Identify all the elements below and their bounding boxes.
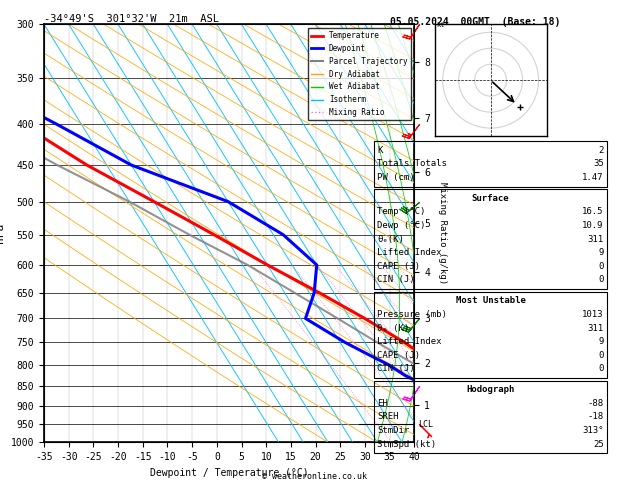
Text: Totals Totals: Totals Totals (377, 159, 447, 168)
Text: Pressure (mb): Pressure (mb) (377, 310, 447, 319)
Text: -88: -88 (587, 399, 604, 408)
Text: LCL: LCL (418, 420, 433, 429)
Y-axis label: Mixing Ratio (g/kg): Mixing Ratio (g/kg) (438, 182, 447, 284)
Text: StmSpd (kt): StmSpd (kt) (377, 440, 437, 449)
Legend: Temperature, Dewpoint, Parcel Trajectory, Dry Adiabat, Wet Adiabat, Isotherm, Mi: Temperature, Dewpoint, Parcel Trajectory… (308, 28, 411, 120)
Text: Hodograph: Hodograph (467, 385, 515, 394)
Text: EH: EH (377, 399, 388, 408)
Text: 311: 311 (587, 235, 604, 243)
Text: 0: 0 (598, 364, 604, 373)
Text: 25: 25 (593, 440, 604, 449)
Text: CAPE (J): CAPE (J) (377, 351, 420, 360)
Text: kt: kt (437, 22, 445, 29)
Text: K: K (377, 146, 383, 155)
Text: 2: 2 (598, 146, 604, 155)
Text: θₑ (K): θₑ (K) (377, 324, 409, 332)
Text: StmDir: StmDir (377, 426, 409, 435)
Text: Most Unstable: Most Unstable (455, 296, 526, 305)
Text: Temp (°C): Temp (°C) (377, 208, 426, 216)
Text: Surface: Surface (472, 194, 509, 203)
Text: Lifted Index: Lifted Index (377, 337, 442, 346)
Text: 10.9: 10.9 (582, 221, 604, 230)
Text: 1.47: 1.47 (582, 173, 604, 182)
Text: 313°: 313° (582, 426, 604, 435)
Text: CIN (J): CIN (J) (377, 364, 415, 373)
Text: © weatheronline.co.uk: © weatheronline.co.uk (262, 472, 367, 481)
Text: CAPE (J): CAPE (J) (377, 262, 420, 271)
Text: 9: 9 (598, 248, 604, 257)
Text: 0: 0 (598, 351, 604, 360)
Text: Dewp (°C): Dewp (°C) (377, 221, 426, 230)
Text: -18: -18 (587, 413, 604, 421)
Text: 0: 0 (598, 276, 604, 284)
Text: 35: 35 (593, 159, 604, 168)
Text: SREH: SREH (377, 413, 399, 421)
Text: PW (cm): PW (cm) (377, 173, 415, 182)
Text: 311: 311 (587, 324, 604, 332)
Text: Lifted Index: Lifted Index (377, 248, 442, 257)
Text: -34°49'S  301°32'W  21m  ASL: -34°49'S 301°32'W 21m ASL (44, 14, 219, 23)
X-axis label: Dewpoint / Temperature (°C): Dewpoint / Temperature (°C) (150, 468, 308, 478)
Text: 9: 9 (598, 337, 604, 346)
Text: θₑ(K): θₑ(K) (377, 235, 404, 243)
Text: 0: 0 (598, 262, 604, 271)
Text: CIN (J): CIN (J) (377, 276, 415, 284)
Text: 1013: 1013 (582, 310, 604, 319)
Y-axis label: hPa: hPa (0, 223, 5, 243)
Text: 16.5: 16.5 (582, 208, 604, 216)
Text: 05.05.2024  00GMT  (Base: 18): 05.05.2024 00GMT (Base: 18) (390, 17, 560, 27)
